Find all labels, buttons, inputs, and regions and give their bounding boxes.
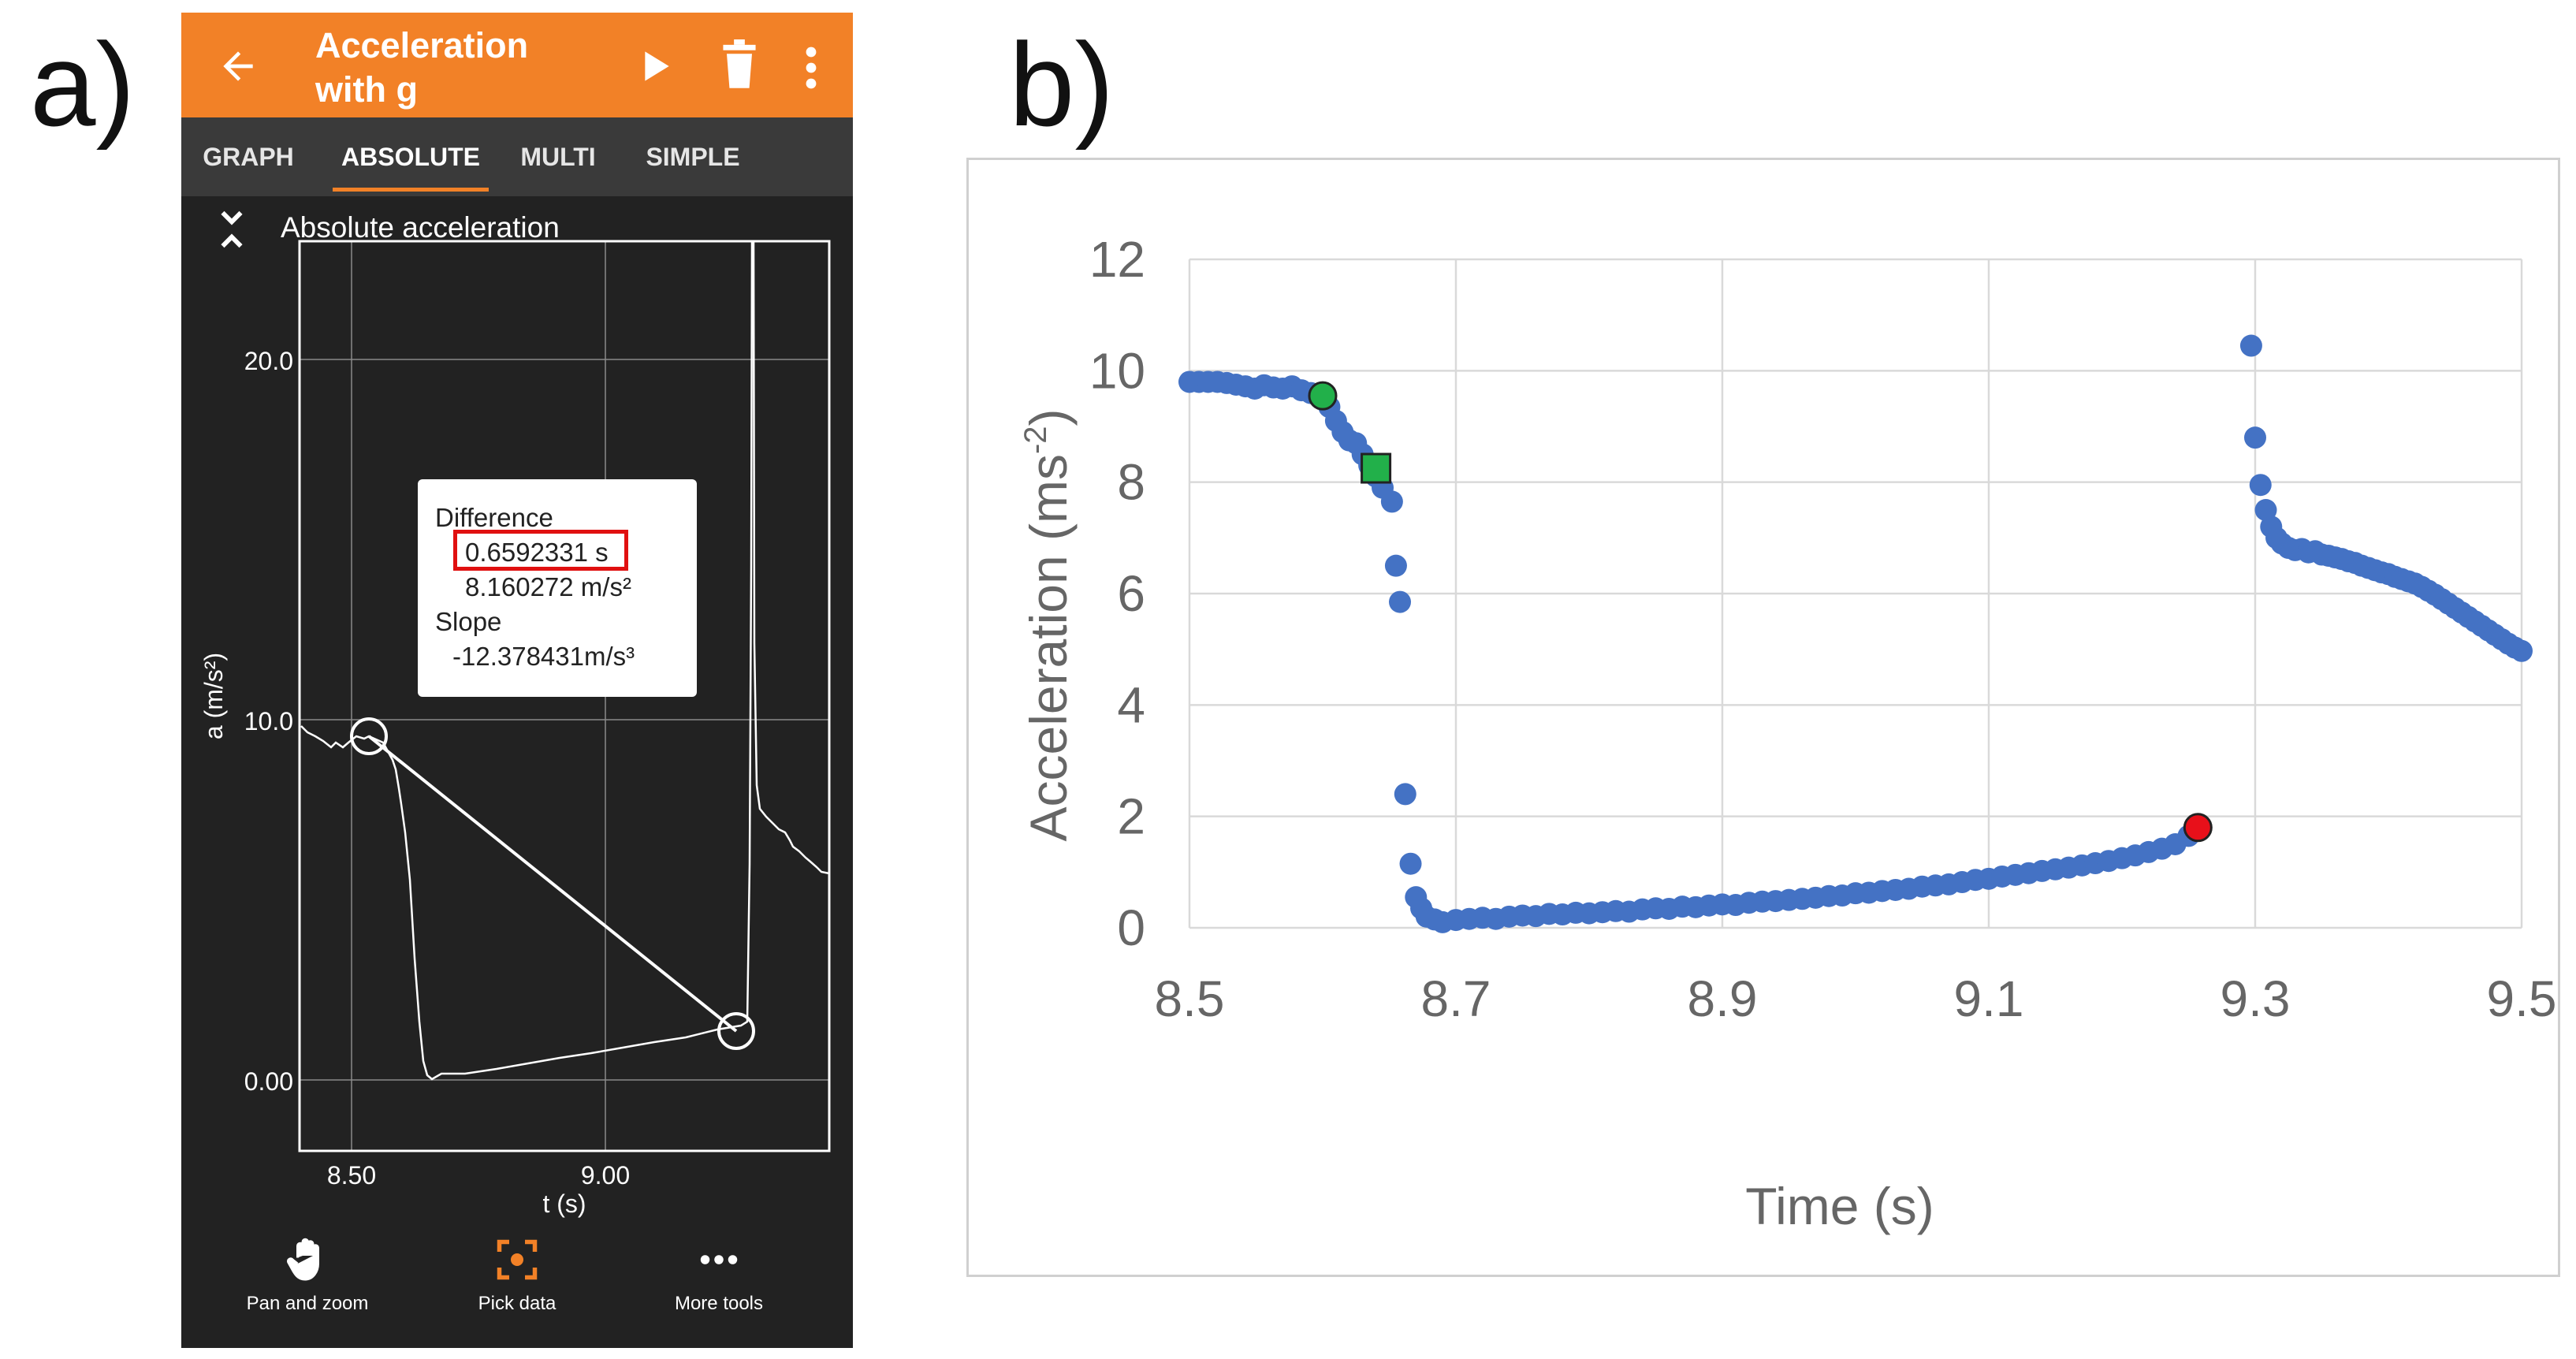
pan-and-zoom-button[interactable]: Pan and zoom xyxy=(213,1236,402,1315)
y-tick-label: 10.0 xyxy=(244,707,293,735)
end-marker xyxy=(2183,813,2213,843)
y-tick-label: 0.00 xyxy=(244,1067,293,1096)
tab-multi[interactable]: MULTI xyxy=(520,143,596,171)
tooltip-difference-time: 0.6592331 s xyxy=(465,538,609,567)
more-vert-icon[interactable] xyxy=(799,44,823,91)
y-tick-label: 2 xyxy=(1117,788,1145,845)
x-tick-label: 8.50 xyxy=(327,1161,376,1190)
tooltip-difference-label: Difference xyxy=(435,503,553,532)
difference-tooltip: Difference 0.6592331 s 8.160272 m/s² Slo… xyxy=(418,479,697,697)
back-arrow-icon[interactable] xyxy=(216,44,260,88)
play-icon[interactable] xyxy=(632,44,676,88)
data-point xyxy=(2239,334,2262,357)
app-title: Acceleration with g xyxy=(315,25,529,110)
x-tick-label: 9.1 xyxy=(1954,970,2024,1027)
x-tick-label: 8.7 xyxy=(1421,970,1491,1027)
highlight-box xyxy=(453,530,628,571)
data-point xyxy=(1384,554,1407,577)
data-point xyxy=(2511,639,2533,662)
y-axis-label: a (m/s²) xyxy=(199,653,228,739)
chart-points xyxy=(1178,334,2533,933)
x-axis-label: Time (s) xyxy=(1745,1177,1934,1235)
tab-bar: GRAPH ABSOLUTE MULTI SIMPLE xyxy=(181,117,853,196)
tab-simple[interactable]: SIMPLE xyxy=(646,143,740,171)
difference-line xyxy=(367,735,738,1033)
tooltip-slope-value: -12.378431m/s³ xyxy=(452,642,635,671)
y-tick-label: 6 xyxy=(1117,565,1145,622)
chart-markers xyxy=(1308,381,2213,843)
y-tick-label: 20.0 xyxy=(244,347,293,375)
app-bar: Acceleration with g xyxy=(181,13,853,117)
y-tick-label: 10 xyxy=(1089,342,1145,399)
tab-graph[interactable]: GRAPH xyxy=(203,143,294,171)
y-axis-label: Acceleration (ms-2) xyxy=(1018,408,1078,841)
more-tools-label: More tools xyxy=(674,1293,764,1314)
data-point xyxy=(2254,499,2277,521)
data-point xyxy=(1394,783,1416,806)
tab-absolute[interactable]: ABSOLUTE xyxy=(333,117,489,196)
data-point xyxy=(1399,852,1422,875)
y-axis-label-main: Acceleration (ms xyxy=(1019,454,1078,842)
pan-and-zoom-label: Pan and zoom xyxy=(246,1293,369,1314)
y-tick-label: 0 xyxy=(1117,899,1145,956)
acceleration-trace xyxy=(300,240,830,1081)
y-axis-label-sup: -2 xyxy=(1018,426,1053,454)
y-tick-label: 12 xyxy=(1089,231,1145,288)
collapse-icon[interactable] xyxy=(216,210,248,249)
phone-graph[interactable]: 20.0 10.0 0.00 8.50 9.00 t (s) a (m/s²) xyxy=(181,13,853,1348)
pick-marker-end[interactable] xyxy=(717,1012,755,1050)
plot-frame xyxy=(298,240,831,1152)
hand-icon xyxy=(287,1238,319,1281)
data-point xyxy=(2249,474,2272,497)
data-point xyxy=(2244,426,2266,449)
x-tick-label: 9.3 xyxy=(2220,970,2291,1027)
y-tick-label: 4 xyxy=(1117,676,1145,733)
pick-marker-start[interactable] xyxy=(350,717,388,755)
mid-marker xyxy=(1361,452,1392,484)
phone-screen: Acceleration with g GRAPH ABSOLUTE MULTI… xyxy=(181,13,853,1348)
chart-ticks: 8.5 8.7 8.9 9.1 9.3 9.5 0 2 4 6 8 10 12 xyxy=(1089,231,2557,1027)
chart-grid xyxy=(1188,258,2523,929)
crosshair-select-icon xyxy=(497,1239,538,1280)
x-tick-label: 9.00 xyxy=(581,1161,630,1190)
panel-label-a: a) xyxy=(30,18,136,151)
tooltip-slope-label: Slope xyxy=(435,607,502,636)
bottom-toolbar: Pan and zoom Pick data More tools xyxy=(181,1220,853,1348)
data-point xyxy=(1380,490,1403,513)
pick-data-button[interactable]: Pick data xyxy=(423,1236,612,1315)
x-tick-label: 8.5 xyxy=(1155,970,1225,1027)
start-marker xyxy=(1308,381,1338,411)
x-tick-label: 9.5 xyxy=(2487,970,2557,1027)
tooltip-difference-accel: 8.160272 m/s² xyxy=(465,572,631,601)
more-horiz-icon xyxy=(700,1255,738,1264)
data-point xyxy=(1389,590,1412,613)
graph-title: Absolute acceleration xyxy=(281,211,560,244)
x-tick-label: 8.9 xyxy=(1688,970,1758,1027)
more-tools-button[interactable]: More tools xyxy=(624,1236,813,1315)
pick-data-label: Pick data xyxy=(478,1293,557,1314)
panel-label-b: b) xyxy=(1009,18,1115,151)
x-axis-label: t (s) xyxy=(542,1190,586,1218)
y-tick-label: 8 xyxy=(1117,454,1145,511)
delete-icon[interactable] xyxy=(717,39,761,90)
chart-frame: 8.5 8.7 8.9 9.1 9.3 9.5 0 2 4 6 8 10 12 Time (s) Acc… xyxy=(966,158,2560,1277)
y-axis-label-end: ) xyxy=(1019,408,1078,426)
acceleration-chart: 8.5 8.7 8.9 9.1 9.3 9.5 0 2 4 6 8 10 12 Time (s) Acc… xyxy=(1018,231,2557,1235)
